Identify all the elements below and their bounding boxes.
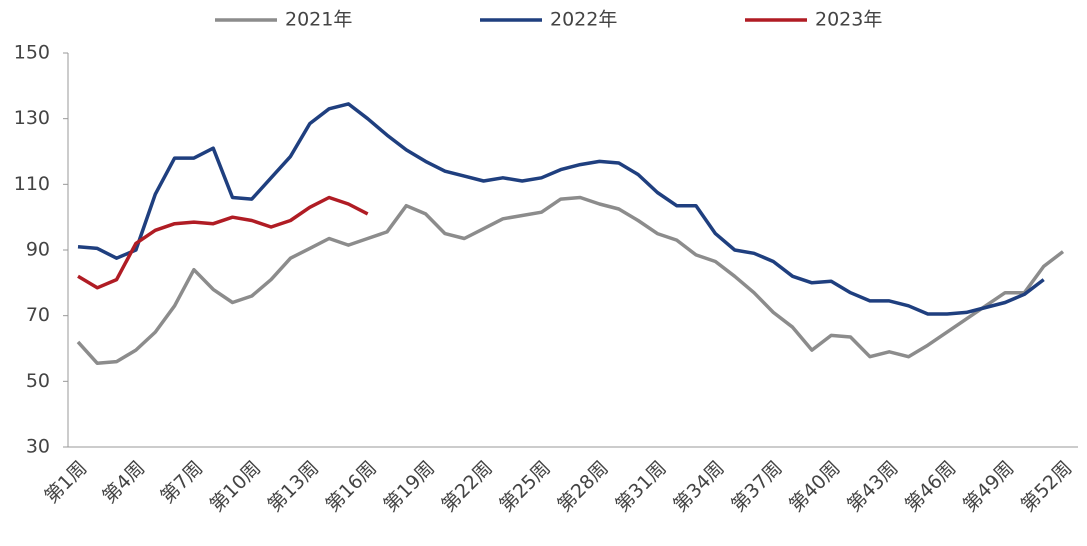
x-tick-label: 第40周: [785, 457, 845, 517]
x-tick-label: 第25周: [495, 457, 555, 517]
y-tick-label: 130: [14, 107, 50, 129]
y-tick-label: 150: [14, 42, 50, 64]
x-tick-label: 第28周: [553, 457, 613, 517]
y-tick-label: 50: [26, 370, 50, 392]
x-tick-label: 第4周: [98, 457, 149, 508]
line-series: [77, 102, 1045, 316]
x-tick-label: 第31周: [611, 457, 671, 517]
line-series: [77, 195, 369, 290]
x-tick-label: 第16周: [322, 457, 382, 517]
legend-label: 2022年: [550, 9, 617, 31]
x-tick-label: 第46周: [901, 457, 961, 517]
x-tick-label: 第37周: [727, 457, 787, 517]
x-tick-label: 第22周: [437, 457, 497, 517]
y-tick-label: 70: [26, 304, 50, 326]
x-tick-label: 第52周: [1017, 457, 1077, 517]
y-tick-label: 30: [26, 436, 50, 458]
x-tick-label: 第34周: [669, 457, 729, 517]
y-tick-label: 90: [26, 239, 50, 261]
x-tick-label: 第7周: [156, 457, 207, 508]
line-series: [76, 195, 1065, 366]
y-tick-label: 110: [14, 173, 50, 195]
x-tick-label: 第13周: [264, 457, 324, 517]
x-tick-label: 第19周: [380, 457, 440, 517]
x-tick-label: 第10周: [206, 457, 266, 517]
x-tick-label: 第49周: [959, 457, 1019, 517]
x-tick-label: 第1周: [40, 457, 91, 508]
legend-label: 2021年: [285, 9, 352, 31]
x-tick-label: 第43周: [843, 457, 903, 517]
legend-label: 2023年: [815, 9, 882, 31]
